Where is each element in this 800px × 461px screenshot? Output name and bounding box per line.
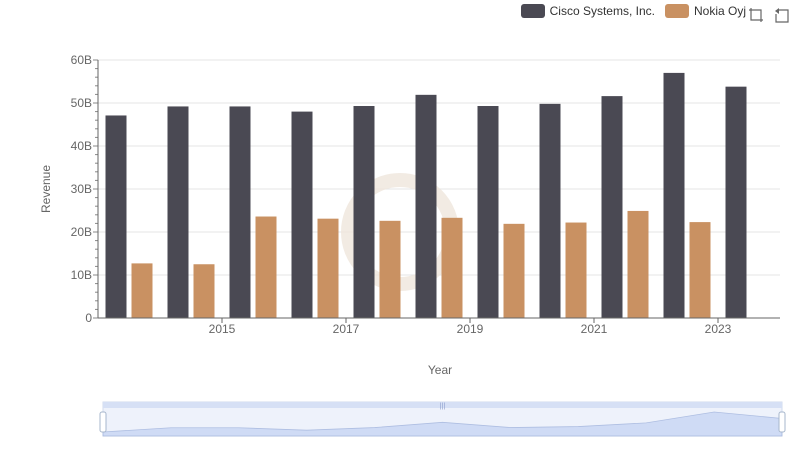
bar-nokia-2015[interactable] bbox=[193, 264, 215, 318]
bar-cisco-2016[interactable] bbox=[229, 106, 251, 318]
bar-cisco-2018[interactable] bbox=[353, 106, 375, 318]
restore-icon[interactable] bbox=[774, 7, 790, 23]
bar-cisco-2022[interactable] bbox=[601, 96, 623, 319]
bar-cisco-2014[interactable] bbox=[105, 115, 127, 318]
axes: 0 10B 20B 30B 40B 50B 60B 2015 2017 2019 2021 2023 bbox=[71, 53, 780, 336]
slider-move-handle[interactable] bbox=[103, 402, 782, 408]
legend-label: Cisco Systems, Inc. bbox=[549, 4, 655, 18]
bar-nokia-2022[interactable] bbox=[627, 210, 649, 318]
bar-cisco-2024[interactable] bbox=[725, 86, 747, 318]
bar-nokia-2016[interactable] bbox=[255, 216, 277, 318]
bar-cisco-2015[interactable] bbox=[167, 106, 189, 318]
x-tick-label: 2017 bbox=[333, 322, 360, 336]
bar-nokia-2021[interactable] bbox=[565, 222, 587, 318]
bar-cisco-2017[interactable] bbox=[291, 111, 313, 318]
bar-nokia-2023[interactable] bbox=[689, 222, 711, 318]
y-tick-label: 0 bbox=[85, 311, 92, 325]
toolbox bbox=[748, 7, 790, 23]
slider-overview-area bbox=[102, 411, 783, 437]
bar-nokia-2019[interactable] bbox=[441, 217, 463, 318]
y-tick-label: 20B bbox=[71, 225, 92, 239]
legend: Cisco Systems, Inc. Nokia Oyj bbox=[520, 4, 746, 18]
bar-nokia-2018[interactable] bbox=[379, 220, 401, 318]
bar-cisco-2019[interactable] bbox=[415, 94, 437, 318]
bar-cisco-2023[interactable] bbox=[663, 72, 685, 319]
bars bbox=[105, 72, 747, 319]
legend-item[interactable]: Nokia Oyj bbox=[664, 4, 746, 18]
bar-nokia-2017[interactable] bbox=[317, 218, 339, 318]
legend-label: Nokia Oyj bbox=[693, 4, 746, 18]
bar-nokia-2014[interactable] bbox=[131, 263, 153, 318]
y-tick-label: 10B bbox=[71, 268, 92, 282]
slider-grip-icon: ||| bbox=[440, 403, 446, 410]
data-zoom-slider[interactable]: ||| bbox=[99, 401, 786, 437]
slider-handle-left-icon[interactable] bbox=[99, 411, 107, 433]
x-tick-label: 2023 bbox=[705, 322, 732, 336]
legend-item[interactable]: Cisco Systems, Inc. bbox=[520, 4, 655, 18]
y-tick-label: 50B bbox=[71, 96, 92, 110]
y-tick-label: 30B bbox=[71, 182, 92, 196]
x-tick-label: 2015 bbox=[209, 322, 236, 336]
x-tick-label: 2019 bbox=[457, 322, 484, 336]
bar-nokia-2020[interactable] bbox=[503, 223, 525, 318]
bar-cisco-2020[interactable] bbox=[477, 106, 499, 318]
y-tick-label: 40B bbox=[71, 139, 92, 153]
y-tick-label: 60B bbox=[71, 53, 92, 67]
legend-swatch bbox=[520, 4, 545, 18]
zoom-icon[interactable] bbox=[748, 7, 764, 23]
x-tick-label: 2021 bbox=[581, 322, 608, 336]
x-axis-title: Year bbox=[428, 363, 452, 377]
y-axis-title: Revenue bbox=[39, 165, 53, 213]
legend-swatch bbox=[664, 4, 689, 18]
slider-handle-right-icon[interactable] bbox=[778, 411, 786, 433]
bar-cisco-2021[interactable] bbox=[539, 103, 561, 318]
